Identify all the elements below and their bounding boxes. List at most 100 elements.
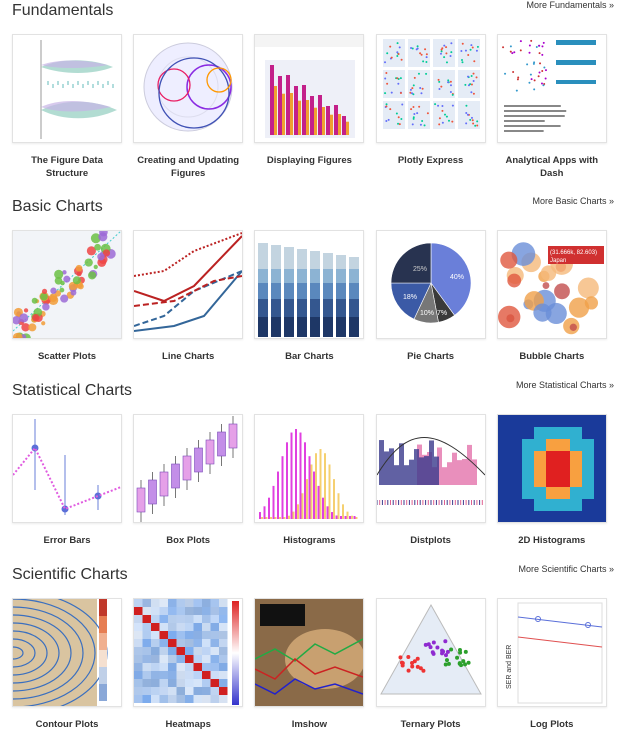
thumbnail-shape <box>284 299 295 317</box>
thumbnail-shape <box>13 638 36 668</box>
more-link[interactable]: More Statistical Charts » <box>515 380 614 390</box>
thumbnail[interactable] <box>133 34 244 143</box>
thumbnail-shape <box>421 668 426 673</box>
thumbnail[interactable] <box>12 414 122 523</box>
gallery-item[interactable]: Histograms <box>254 414 365 547</box>
thumbnail-shape <box>449 42 452 45</box>
gallery-item[interactable]: Heatmaps <box>133 598 244 731</box>
gallery-item[interactable]: Ternary Plots <box>375 598 486 731</box>
thumbnail-shape <box>32 314 40 322</box>
thumbnail[interactable] <box>375 34 486 143</box>
thumbnail[interactable]: SER and BER <box>496 598 607 707</box>
thumbnail-shape <box>521 475 534 487</box>
thumbnail-shape <box>581 499 594 511</box>
item-caption: Log Plots <box>530 719 574 730</box>
thumbnail[interactable] <box>133 230 244 339</box>
thumbnail-shape <box>432 39 455 67</box>
thumbnail-shape <box>509 463 522 475</box>
thumbnail[interactable]: (31.666k, 82.603) Japan <box>496 230 607 339</box>
thumbnail-shape <box>398 443 404 485</box>
thumbnail-shape <box>159 471 169 497</box>
thumbnail-shape <box>323 253 334 269</box>
gallery-item[interactable]: Error Bars <box>12 414 122 547</box>
thumbnail[interactable] <box>254 230 365 339</box>
thumbnail-shape <box>202 623 211 631</box>
thumbnail[interactable] <box>254 34 365 143</box>
gallery-item[interactable]: Distplots <box>375 414 486 547</box>
thumbnail[interactable] <box>12 34 122 143</box>
thumbnail-shape <box>395 77 398 80</box>
thumbnail-shape <box>533 487 546 499</box>
thumbnail-shape <box>555 60 596 65</box>
thumbnail-shape <box>279 517 282 519</box>
thumbnail-shape <box>497 487 510 499</box>
gallery-item[interactable]: 2D Histograms <box>496 414 607 547</box>
thumbnail-shape <box>258 299 269 317</box>
gallery-item[interactable]: Line Charts <box>133 230 244 363</box>
thumbnail-shape <box>176 615 186 623</box>
thumbnail-shape <box>545 415 558 427</box>
thumbnail-shape <box>159 639 169 647</box>
gallery-item[interactable]: 25% 40% 18% 10% 7% Pie Charts <box>375 230 486 363</box>
thumbnail[interactable] <box>133 598 244 707</box>
gallery-item[interactable]: Plotly Express <box>375 34 486 167</box>
thumbnail-shape <box>466 75 469 78</box>
thumbnail-shape <box>503 115 565 117</box>
thumbnail-shape <box>542 282 550 290</box>
thumbnail-shape <box>533 427 546 439</box>
thumbnail-shape <box>185 695 194 703</box>
gallery-item[interactable]: SER and BER Log Plots <box>496 598 607 731</box>
gallery-item[interactable]: Analytical Apps with Dash <box>496 34 607 180</box>
thumbnail[interactable] <box>375 598 486 707</box>
thumbnail-chart <box>255 35 364 138</box>
thumbnail-shape <box>569 451 582 463</box>
thumbnail-shape <box>134 695 143 703</box>
thumbnail[interactable] <box>375 414 486 523</box>
gallery-item[interactable]: Scatter Plots <box>12 230 122 363</box>
thumbnail-shape <box>202 647 211 655</box>
thumbnail-shape <box>48 293 58 302</box>
thumbnail-shape <box>438 88 441 91</box>
more-link[interactable]: More Basic Charts » <box>532 196 614 206</box>
gallery-item[interactable]: Imshow <box>254 598 365 731</box>
thumbnail-shape <box>185 623 194 631</box>
thumbnail-shape <box>86 246 96 256</box>
thumbnail-shape <box>210 679 220 687</box>
thumbnail-shape <box>509 50 512 53</box>
gallery-item[interactable]: Bar Charts <box>254 230 365 363</box>
gallery-item[interactable]: Creating and Updating Figures <box>133 34 244 180</box>
gallery-item[interactable]: Contour Plots <box>12 598 122 731</box>
thumbnail-shape <box>151 655 160 663</box>
thumbnail-chart <box>255 599 364 706</box>
thumbnail-shape <box>168 615 177 623</box>
thumbnail[interactable] <box>254 414 365 523</box>
thumbnail[interactable] <box>496 34 607 143</box>
thumbnail-shape <box>421 87 424 90</box>
more-link[interactable]: More Scientific Charts » <box>518 564 614 574</box>
thumbnail-shape <box>142 623 152 631</box>
thumbnail-shape <box>182 455 192 481</box>
thumbnail[interactable] <box>496 414 607 523</box>
gallery-item[interactable]: Displaying Figures <box>254 34 365 167</box>
thumbnail[interactable] <box>133 414 244 523</box>
gallery-item[interactable]: (31.666k, 82.603) Japan Bubble Charts <box>496 230 607 363</box>
thumbnail-shape <box>102 249 111 257</box>
thumbnail[interactable] <box>12 230 122 339</box>
gallery-item[interactable]: The Figure Data Structure <box>12 34 122 180</box>
thumbnail-shape <box>310 96 315 135</box>
thumbnail-shape <box>425 56 428 59</box>
thumbnail-shape <box>349 516 352 519</box>
thumbnail-shape <box>475 124 478 127</box>
thumbnail-shape <box>268 497 271 519</box>
gallery-item[interactable]: Box Plots <box>133 414 244 547</box>
thumbnail[interactable] <box>12 598 122 707</box>
thumbnail-shape <box>459 49 462 52</box>
thumbnail[interactable]: 25% 40% 18% 10% 7% <box>375 230 486 339</box>
thumbnail-chart <box>259 429 358 519</box>
thumbnail-shape <box>383 92 386 95</box>
more-link[interactable]: More Fundamentals » <box>526 0 614 10</box>
thumbnail-shape <box>168 695 177 703</box>
thumbnail-shape <box>168 623 177 631</box>
thumbnail-shape <box>176 647 186 655</box>
thumbnail[interactable] <box>254 598 365 707</box>
